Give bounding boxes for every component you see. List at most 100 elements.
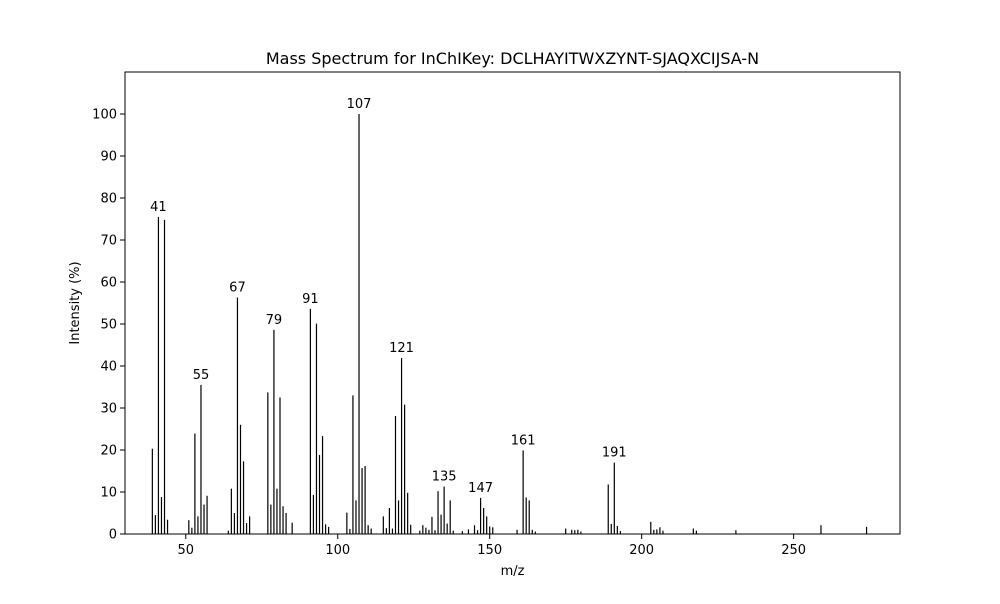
peak-bar	[565, 528, 567, 534]
chart-title: Mass Spectrum for InChIKey: DCLHAYITWXZY…	[266, 49, 759, 68]
peak-bar	[249, 516, 251, 534]
x-tick-label: 100	[325, 543, 350, 558]
peak-bar	[525, 497, 527, 534]
peak-bar	[358, 114, 360, 534]
x-tick-label: 150	[477, 543, 502, 558]
peak-bar	[577, 529, 579, 534]
peak-bar	[245, 523, 248, 534]
peak-bar	[397, 500, 400, 534]
peak-bar	[349, 528, 351, 534]
peak-bars	[151, 114, 868, 534]
peak-label: 135	[432, 470, 457, 485]
peak-bar	[650, 521, 652, 534]
peak-bar	[607, 484, 609, 534]
peak-bar	[476, 530, 479, 534]
peak-label: 191	[602, 446, 627, 461]
peak-bar	[461, 531, 463, 534]
peak-bar	[200, 384, 202, 534]
peak-bar	[531, 529, 533, 534]
x-tick-label: 200	[629, 543, 654, 558]
peak-bar	[309, 308, 311, 534]
peak-bar	[194, 433, 196, 534]
peak-bar	[522, 450, 524, 534]
peak-bar	[394, 415, 397, 534]
peak-bar	[656, 529, 658, 534]
x-tick-label: 50	[178, 543, 195, 558]
peak-bar	[166, 519, 169, 534]
y-tick-label: 50	[100, 318, 117, 333]
peak-bar	[382, 516, 384, 534]
y-tick-label: 10	[100, 486, 117, 501]
peak-bar	[188, 520, 190, 534]
y-axis-label: Intensity (%)	[68, 261, 83, 344]
peak-bar	[315, 323, 318, 534]
peak-bar	[431, 516, 433, 534]
peak-bar	[449, 500, 451, 534]
peak-bar	[865, 526, 868, 534]
x-tick-label: 250	[781, 543, 806, 558]
peak-bar	[486, 516, 488, 534]
x-axis: 50 100 150 200 250	[178, 534, 806, 558]
peak-bar	[428, 529, 430, 534]
peak-bar	[370, 528, 372, 534]
peak-bar	[404, 404, 406, 534]
peak-bar	[312, 494, 315, 534]
peak-bar	[367, 525, 369, 534]
peak-bar	[203, 504, 205, 534]
peak-bar	[160, 497, 163, 534]
peak-bar	[318, 455, 321, 534]
peak-bar	[151, 448, 153, 534]
peak-bar	[352, 395, 354, 534]
peak-bar	[735, 530, 737, 534]
peak-bar	[279, 397, 281, 534]
y-tick-label: 20	[100, 444, 117, 459]
peak-bar	[270, 504, 272, 534]
peak-bar	[242, 461, 245, 534]
peak-labels: 41 55 67 79 91 107 121 135 147 161 191	[150, 97, 627, 496]
y-tick-label: 80	[100, 192, 117, 207]
peak-bar	[364, 465, 366, 534]
peak-bar	[437, 491, 439, 534]
peak-bar	[197, 516, 199, 534]
peak-label: 41	[150, 200, 167, 215]
peak-bar	[692, 528, 694, 534]
peak-bar	[489, 526, 491, 534]
peak-bar	[571, 529, 573, 534]
peak-label: 121	[389, 341, 414, 356]
peak-bar	[452, 530, 454, 534]
peak-bar	[580, 531, 582, 534]
peak-bar	[400, 358, 403, 534]
peak-bar	[191, 527, 193, 534]
peak-bar	[820, 525, 822, 534]
peak-bar	[236, 297, 239, 534]
peak-bar	[154, 515, 156, 534]
peak-label: 161	[511, 433, 536, 448]
peak-bar	[695, 530, 697, 534]
peak-label: 107	[347, 97, 372, 112]
peak-bar	[285, 513, 287, 534]
peak-bar	[443, 486, 445, 534]
peak-bar	[616, 526, 618, 534]
peak-bar	[659, 527, 661, 534]
peak-bar	[653, 529, 655, 534]
peak-bar	[227, 530, 229, 534]
peak-bar	[385, 528, 387, 534]
peak-bar	[267, 392, 269, 534]
peak-bar	[610, 523, 612, 534]
peak-bar	[446, 523, 448, 534]
peak-bar	[355, 500, 357, 534]
peak-label: 67	[229, 281, 246, 296]
peak-bar	[528, 500, 530, 534]
peak-bar	[479, 497, 482, 534]
peak-label: 55	[193, 368, 210, 383]
peak-bar	[388, 507, 391, 534]
peak-bar	[434, 530, 436, 534]
peak-bar	[467, 529, 470, 534]
peak-bar	[361, 468, 363, 534]
y-tick-label: 40	[100, 360, 117, 375]
peak-bar	[534, 531, 536, 534]
peak-label: 91	[302, 292, 319, 307]
peak-bar	[422, 525, 424, 534]
